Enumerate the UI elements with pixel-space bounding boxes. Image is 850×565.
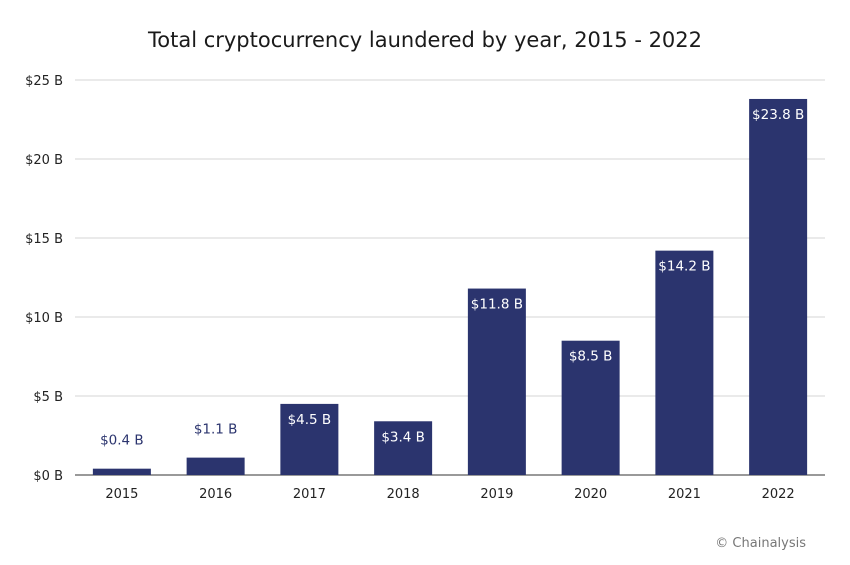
y-tick-label: $0 B	[33, 469, 63, 484]
bar-2017	[280, 403, 339, 475]
x-tick-label: 2019	[480, 487, 513, 502]
y-tick-label: $20 B	[25, 153, 63, 168]
data-label: $8.5 B	[569, 349, 613, 365]
data-label: $1.1 B	[194, 422, 238, 438]
x-tick-label: 2020	[574, 487, 607, 502]
chart-title: Total cryptocurrency laundered by year, …	[147, 28, 703, 52]
data-label: $4.5 B	[288, 412, 332, 428]
y-tick-label: $10 B	[25, 311, 63, 326]
x-tick-label: 2018	[387, 487, 420, 502]
bar-2020	[561, 340, 620, 475]
x-tick-label: 2016	[199, 487, 232, 502]
bar-2016	[186, 457, 245, 475]
data-label: $14.2 B	[658, 259, 710, 275]
x-tick-label: 2015	[105, 487, 138, 502]
data-label: $11.8 B	[471, 297, 523, 313]
x-tick-label: 2017	[293, 487, 326, 502]
x-tick-label: 2021	[668, 487, 701, 502]
bar-2018	[374, 421, 433, 475]
bar-2019	[467, 288, 526, 475]
data-label: $23.8 B	[752, 107, 804, 123]
y-tick-label: $15 B	[25, 232, 63, 247]
bar-2015	[92, 468, 151, 475]
source-credit: © Chainalysis	[715, 536, 806, 551]
y-tick-label: $5 B	[33, 390, 63, 405]
bar-2022	[749, 98, 808, 476]
data-label: $0.4 B	[100, 433, 144, 449]
bar-2021	[655, 250, 714, 475]
data-label: $3.4 B	[381, 429, 425, 445]
y-tick-label: $25 B	[25, 74, 63, 89]
x-tick-label: 2022	[762, 487, 795, 502]
